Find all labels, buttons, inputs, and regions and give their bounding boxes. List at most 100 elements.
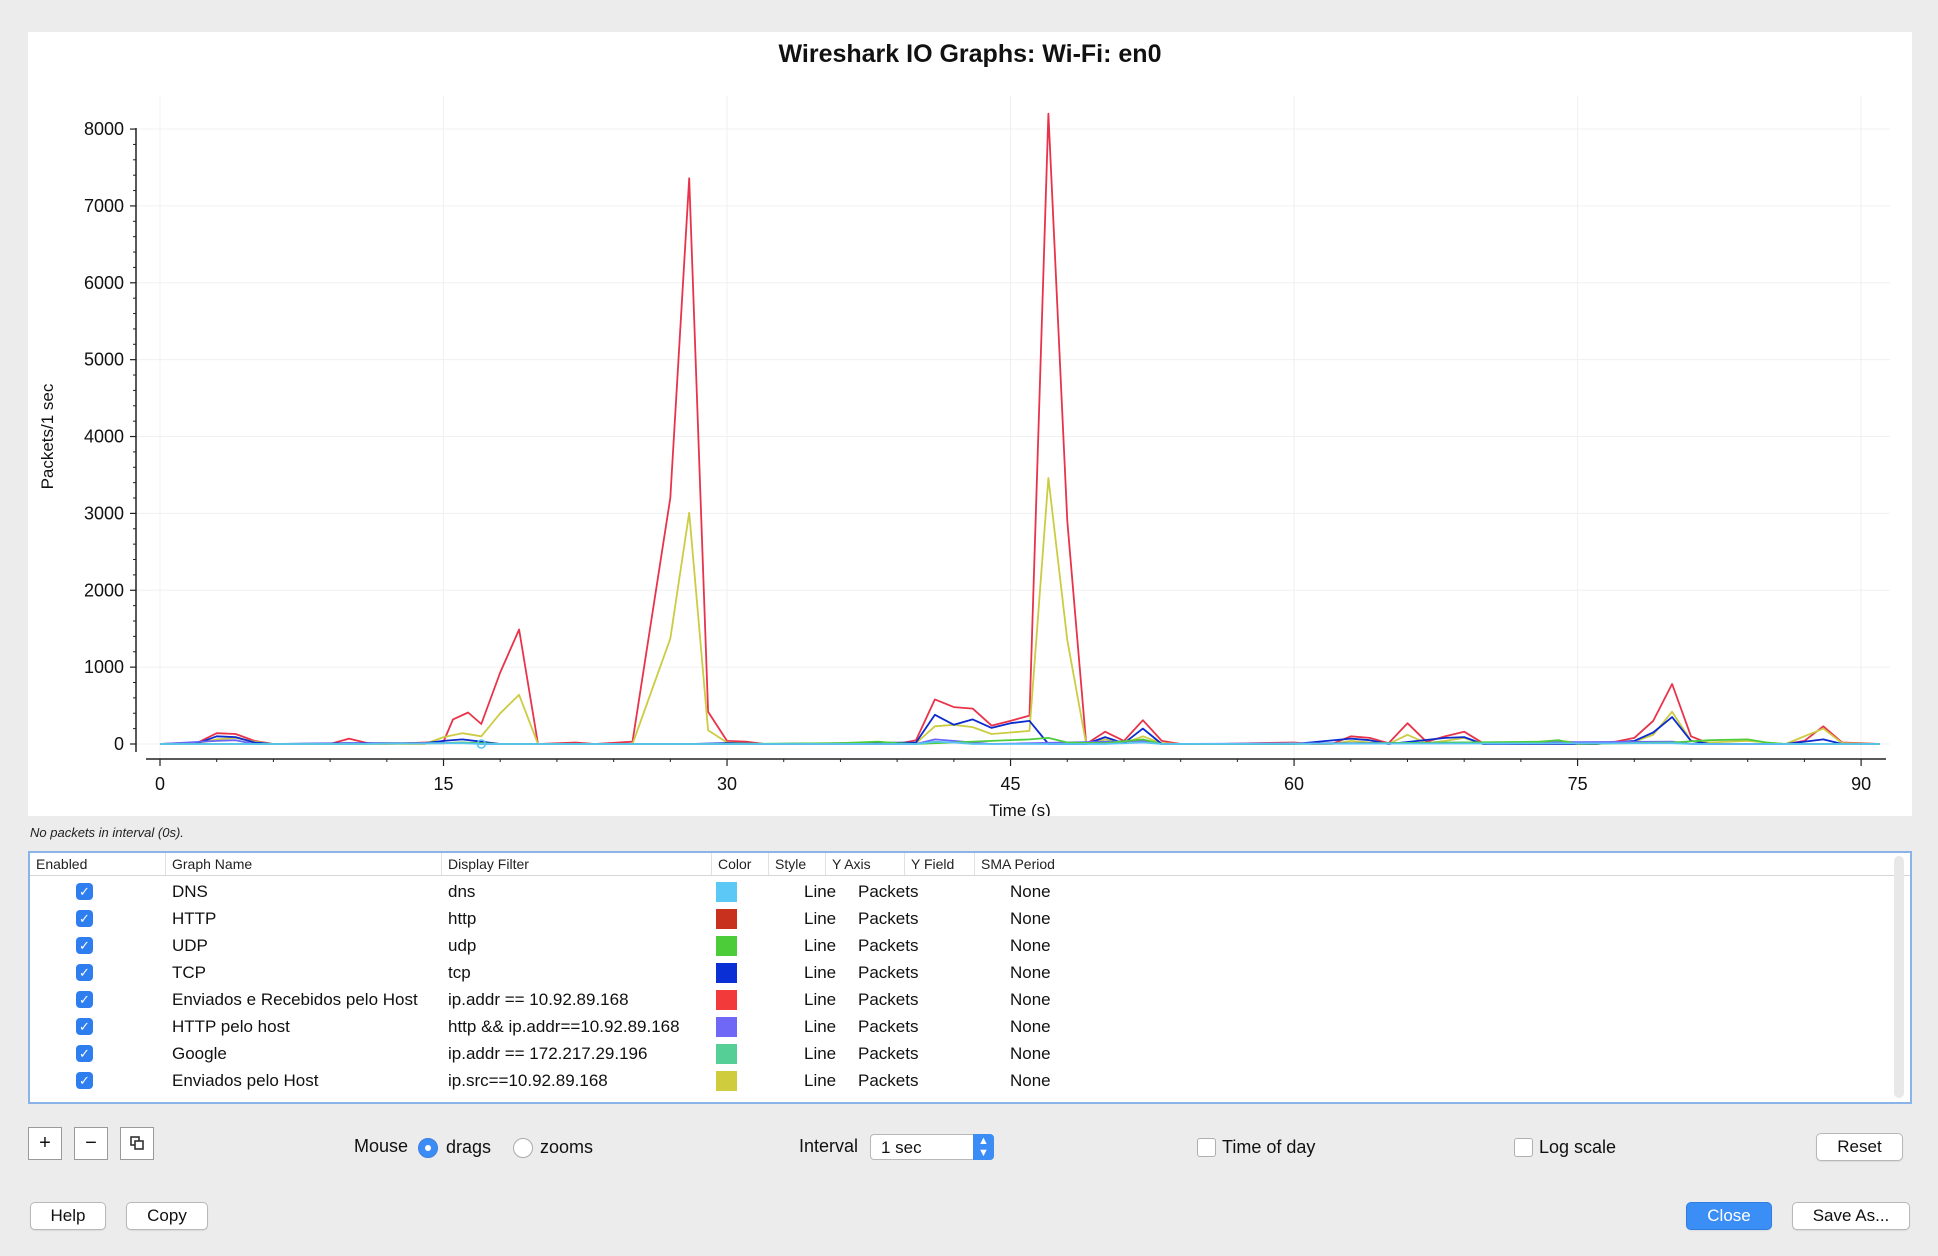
time-of-day-label[interactable]: Time of day	[1222, 1137, 1316, 1157]
color-swatch[interactable]	[716, 882, 737, 902]
copy-button[interactable]: Copy	[126, 1202, 208, 1230]
header-color[interactable]: Color	[712, 853, 769, 875]
header-y-axis[interactable]: Y Axis	[826, 853, 905, 875]
header-graph-name[interactable]: Graph Name	[166, 853, 442, 875]
enabled-checkbox[interactable]: ✓	[76, 937, 93, 954]
table-row[interactable]: ✓ HTTP pelo host http && ip.addr==10.92.89…	[30, 1013, 1910, 1040]
zooms-label[interactable]: zooms	[540, 1137, 594, 1157]
interval-select[interactable]: 1 sec ▲ ▼	[870, 1134, 994, 1160]
y-axis-cell[interactable]: Packets	[858, 1044, 919, 1063]
log-scale-checkbox[interactable]	[1514, 1138, 1533, 1157]
display-filter-cell[interactable]: ip.addr == 10.92.89.168	[448, 990, 629, 1009]
y-field-cell[interactable]	[935, 986, 941, 1013]
y-axis-cell[interactable]: Packets	[858, 882, 919, 901]
enabled-checkbox[interactable]: ✓	[76, 1018, 93, 1035]
style-cell[interactable]: Line	[804, 990, 837, 1009]
color-swatch[interactable]	[716, 909, 737, 929]
graph-name-cell[interactable]: HTTP pelo host	[172, 1017, 290, 1036]
y-axis-cell[interactable]: Packets	[858, 990, 919, 1009]
enabled-checkbox[interactable]: ✓	[76, 1072, 93, 1089]
close-button[interactable]: Close	[1686, 1202, 1772, 1230]
sma-period-cell[interactable]: None	[1010, 963, 1051, 982]
enabled-checkbox[interactable]: ✓	[76, 883, 93, 900]
remove-graph-button[interactable]: −	[74, 1127, 108, 1160]
display-filter-cell[interactable]: http	[448, 909, 477, 928]
y-axis-cell[interactable]: Packets	[858, 936, 919, 955]
save-as-button[interactable]: Save As...	[1792, 1202, 1910, 1230]
reset-button[interactable]: Reset	[1816, 1133, 1903, 1161]
copy-graph-button[interactable]	[120, 1127, 154, 1160]
enabled-checkbox[interactable]: ✓	[76, 991, 93, 1008]
table-row[interactable]: ✓ Google ip.addr == 172.217.29.196 Line Pack…	[30, 1040, 1910, 1067]
enabled-checkbox[interactable]: ✓	[76, 1045, 93, 1062]
style-cell[interactable]: Line	[804, 963, 837, 982]
style-cell[interactable]: Line	[804, 1071, 837, 1090]
log-scale-label[interactable]: Log scale	[1539, 1137, 1617, 1157]
y-field-cell[interactable]	[935, 1067, 941, 1094]
color-swatch[interactable]	[716, 1044, 737, 1064]
io-graph-chart[interactable]: Wireshark IO Graphs: Wi-Fi: en0 0 1000 2000…	[28, 32, 1912, 816]
mouse-zooms-radio[interactable]	[513, 1138, 533, 1158]
sma-period-cell[interactable]: None	[1010, 1044, 1051, 1063]
header-sma-period[interactable]: SMA Period	[981, 856, 1055, 872]
sma-period-cell[interactable]: None	[1010, 909, 1051, 928]
display-filter-cell[interactable]: tcp	[448, 963, 471, 982]
color-swatch[interactable]	[716, 936, 737, 956]
display-filter-cell[interactable]: dns	[448, 882, 476, 901]
table-row[interactable]: ✓ TCP tcp Line Packets None	[30, 959, 1910, 986]
table-row[interactable]: ✓ UDP udp Line Packets None	[30, 932, 1910, 959]
drags-label[interactable]: drags	[446, 1137, 492, 1157]
color-swatch[interactable]	[716, 1071, 737, 1091]
graph-name-cell[interactable]: TCP	[172, 963, 206, 982]
table-row[interactable]: ✓ Enviados e Recebidos pelo Host ip.addr =…	[30, 986, 1910, 1013]
header-y-field[interactable]: Y Field	[905, 853, 975, 875]
header-style[interactable]: Style	[769, 853, 826, 875]
style-cell[interactable]: Line	[804, 936, 837, 955]
y-axis-cell[interactable]: Packets	[858, 1017, 919, 1036]
y-field-cell[interactable]	[935, 878, 941, 905]
graph-name-cell[interactable]: DNS	[172, 882, 208, 901]
graph-name-cell[interactable]: Enviados e Recebidos pelo Host	[172, 990, 418, 1009]
color-swatch[interactable]	[716, 990, 737, 1010]
display-filter-cell[interactable]: ip.addr == 172.217.29.196	[448, 1044, 648, 1063]
table-row[interactable]: ✓ DNS dns Line Packets None	[30, 878, 1910, 905]
display-filter-cell[interactable]: ip.src==10.92.89.168	[448, 1071, 608, 1090]
graph-table[interactable]: Enabled Graph Name Display Filter Color …	[28, 851, 1912, 1104]
display-filter-cell[interactable]: http && ip.addr==10.92.89.168	[448, 1017, 680, 1036]
graph-name-cell[interactable]: Enviados pelo Host	[172, 1071, 319, 1090]
y-axis-cell[interactable]: Packets	[858, 1071, 919, 1090]
y-axis-cell[interactable]: Packets	[858, 963, 919, 982]
graph-name-cell[interactable]: UDP	[172, 936, 208, 955]
style-cell[interactable]: Line	[804, 882, 837, 901]
header-enabled[interactable]: Enabled	[30, 853, 166, 875]
sma-period-cell[interactable]: None	[1010, 1071, 1051, 1090]
sma-period-cell[interactable]: None	[1010, 936, 1051, 955]
color-swatch[interactable]	[716, 963, 737, 983]
y-axis-cell[interactable]: Packets	[858, 909, 919, 928]
sma-period-cell[interactable]: None	[1010, 990, 1051, 1009]
header-display-filter[interactable]: Display Filter	[442, 853, 712, 875]
plot-area[interactable]: Wireshark IO Graphs: Wi-Fi: en0 0 1000 2000…	[28, 32, 1912, 816]
color-swatch[interactable]	[716, 1017, 737, 1037]
style-cell[interactable]: Line	[804, 1017, 837, 1036]
y-field-cell[interactable]	[935, 905, 941, 932]
sma-period-cell[interactable]: None	[1010, 1017, 1051, 1036]
table-scrollbar[interactable]	[1894, 856, 1904, 1098]
enabled-checkbox[interactable]: ✓	[76, 964, 93, 981]
table-row[interactable]: ✓ HTTP http Line Packets None	[30, 905, 1910, 932]
y-field-cell[interactable]	[935, 959, 941, 986]
style-cell[interactable]: Line	[804, 909, 837, 928]
table-row[interactable]: ✓ Enviados pelo Host ip.src==10.92.89.168 L…	[30, 1067, 1910, 1094]
display-filter-cell[interactable]: udp	[448, 936, 477, 955]
style-cell[interactable]: Line	[804, 1044, 837, 1063]
y-field-cell[interactable]	[935, 1040, 941, 1067]
mouse-drags-radio[interactable]	[418, 1138, 438, 1158]
enabled-checkbox[interactable]: ✓	[76, 910, 93, 927]
y-field-cell[interactable]	[935, 932, 941, 959]
graph-name-cell[interactable]: HTTP	[172, 909, 217, 928]
add-graph-button[interactable]: +	[28, 1127, 62, 1160]
help-button[interactable]: Help	[30, 1202, 106, 1230]
sma-period-cell[interactable]: None	[1010, 882, 1051, 901]
graph-name-cell[interactable]: Google	[172, 1044, 227, 1063]
y-field-cell[interactable]	[935, 1013, 941, 1040]
